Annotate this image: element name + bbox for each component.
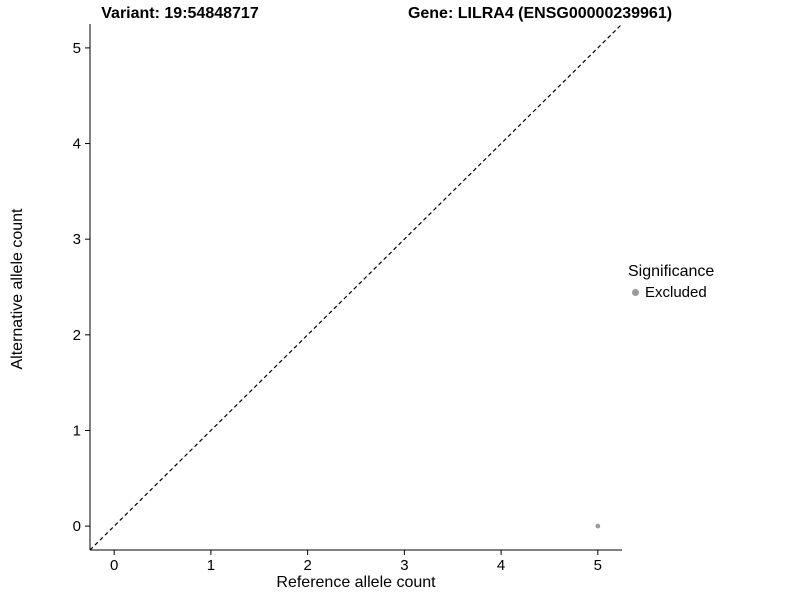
x-tick-label: 0 <box>110 557 118 574</box>
x-tick-label: 4 <box>497 557 505 574</box>
y-tick-label: 4 <box>73 136 81 153</box>
x-tick-label: 3 <box>400 557 408 574</box>
identity-reference-line <box>89 23 623 551</box>
y-tick-label: 5 <box>73 40 81 57</box>
legend-entry-label: Excluded <box>645 284 707 301</box>
legend-title: Significance <box>628 263 715 280</box>
y-tick-label: 3 <box>73 231 81 248</box>
x-axis-title: Reference allele count <box>276 574 436 591</box>
y-tick-label: 1 <box>73 422 81 439</box>
x-tick-label: 1 <box>207 557 215 574</box>
x-tick-label: 2 <box>303 557 311 574</box>
gene-title: Gene: LILRA4 (ENSG00000239961) <box>407 5 673 22</box>
y-axis-title: Alternative allele count <box>9 208 26 370</box>
legend-entry-excluded: Excluded <box>628 284 714 301</box>
excluded-point-icon <box>632 289 639 296</box>
legend: Significance Excluded <box>628 263 714 301</box>
x-tick-label: 5 <box>594 557 602 574</box>
variant-title: Variant: 19:54848717 <box>101 5 259 22</box>
y-tick-label: 2 <box>73 327 81 344</box>
y-tick-label: 0 <box>73 518 81 535</box>
data-point <box>595 523 601 529</box>
